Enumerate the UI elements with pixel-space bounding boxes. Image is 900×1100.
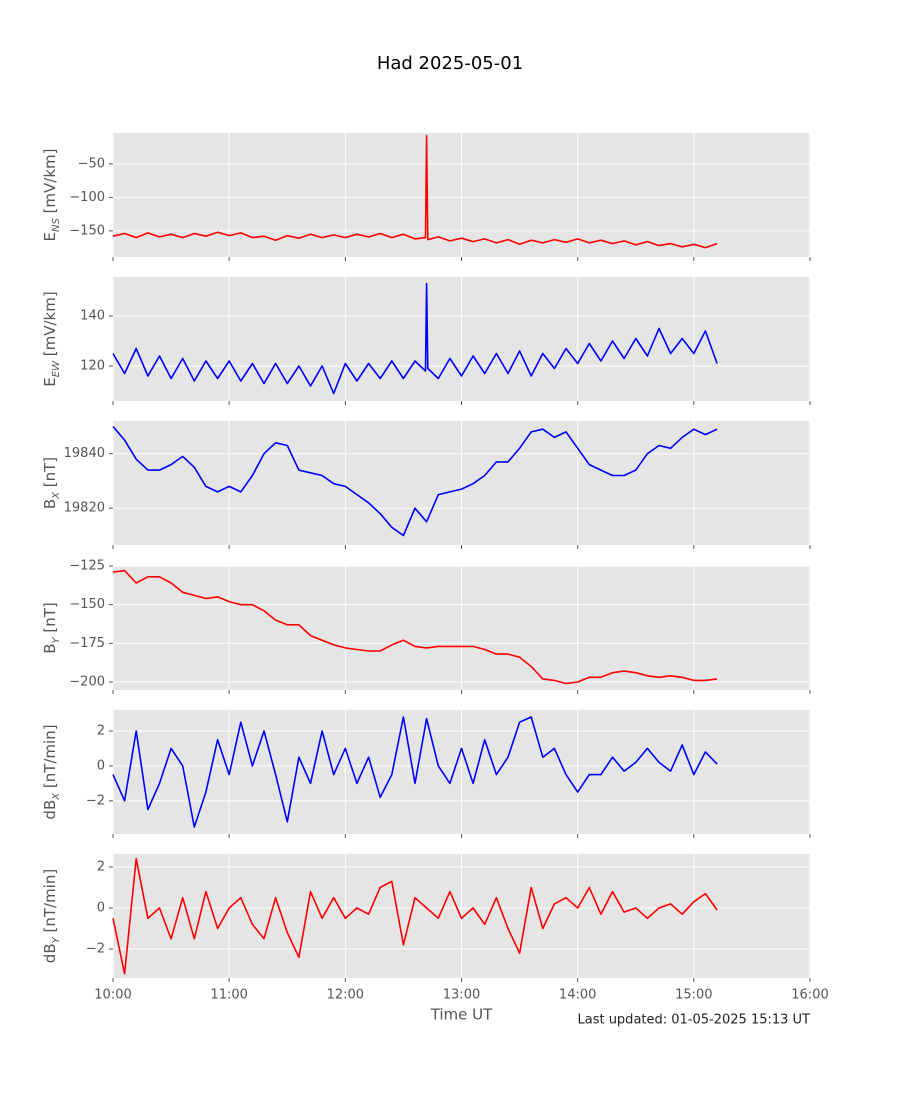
y-axis-label-part: [nT/min] <box>41 724 59 792</box>
y-axis-label-part: E <box>41 377 59 386</box>
y-axis-label-part: [mV/km] <box>41 148 59 218</box>
y-tick-label: 2 <box>97 723 105 738</box>
y-axis-label: EEW [mV/km] <box>41 291 62 386</box>
y-axis-label-part: X <box>51 792 62 801</box>
x-axis-label: Time UT <box>430 1006 493 1024</box>
x-tick-label: 15:00 <box>675 988 712 1003</box>
data-line <box>112 282 718 395</box>
y-tick-label: 0 <box>97 900 105 915</box>
y-axis-label-part: dB <box>41 943 59 963</box>
y-tick-label: −100 <box>69 190 105 205</box>
y-axis-label-part: Y <box>51 936 62 943</box>
y-axis-label: dBX [nT/min] <box>41 724 62 819</box>
y-axis-label-part: EW <box>51 360 62 377</box>
y-axis-label-part: NS <box>51 218 62 232</box>
x-tick-label: 13:00 <box>443 988 480 1003</box>
y-tick-label: −2 <box>86 942 105 957</box>
x-tick-label: 11:00 <box>210 988 247 1003</box>
y-tick-label: 0 <box>97 758 105 773</box>
figure-title: Had 2025-05-01 <box>377 53 523 74</box>
y-axis-label-part: [mV/km] <box>41 291 59 361</box>
footer: Last updated: 01-05-2025 15:13 UT <box>577 1013 810 1028</box>
y-axis-label-part: [nT] <box>41 602 59 637</box>
data-line <box>112 569 718 685</box>
y-axis-label: BX [nT] <box>41 457 62 509</box>
y-tick-label: −150 <box>69 597 105 612</box>
x-tick-label: 14:00 <box>559 988 596 1003</box>
x-tick-label: 12:00 <box>327 988 364 1003</box>
y-tick-label: 19840 <box>64 446 105 461</box>
y-tick-label: 2 <box>97 859 105 874</box>
y-tick-label: 140 <box>80 309 105 324</box>
y-tick-label: −2 <box>86 793 105 808</box>
y-tick-label: −175 <box>69 636 105 651</box>
y-tick-label: 19820 <box>64 501 105 516</box>
y-axis-label: dBY [nT/min] <box>41 869 62 963</box>
data-line <box>112 857 718 975</box>
y-axis-label-part: E <box>41 232 59 241</box>
y-tick-label: −50 <box>78 156 105 171</box>
y-axis-label-part: X <box>51 491 62 500</box>
y-tick-label: −150 <box>69 223 105 238</box>
x-tick-label: 10:00 <box>94 988 131 1003</box>
y-axis-label: BY [nT] <box>41 602 62 654</box>
y-axis-label-part: Y <box>51 636 62 643</box>
y-tick-label: −200 <box>69 674 105 689</box>
y-axis-label-part: B <box>41 643 59 653</box>
data-line <box>112 425 718 537</box>
y-axis-label: ENS [mV/km] <box>41 148 62 241</box>
data-line <box>112 716 718 828</box>
x-tick-label: 16:00 <box>791 988 828 1003</box>
y-axis-label-part: B <box>41 499 59 509</box>
y-axis-label-part: [nT/min] <box>41 869 59 937</box>
data-line <box>112 134 718 249</box>
y-tick-label: 120 <box>80 359 105 374</box>
y-axis-label-part: [nT] <box>41 457 59 492</box>
y-tick-label: −125 <box>69 559 105 574</box>
y-axis-label-part: dB <box>41 800 59 820</box>
